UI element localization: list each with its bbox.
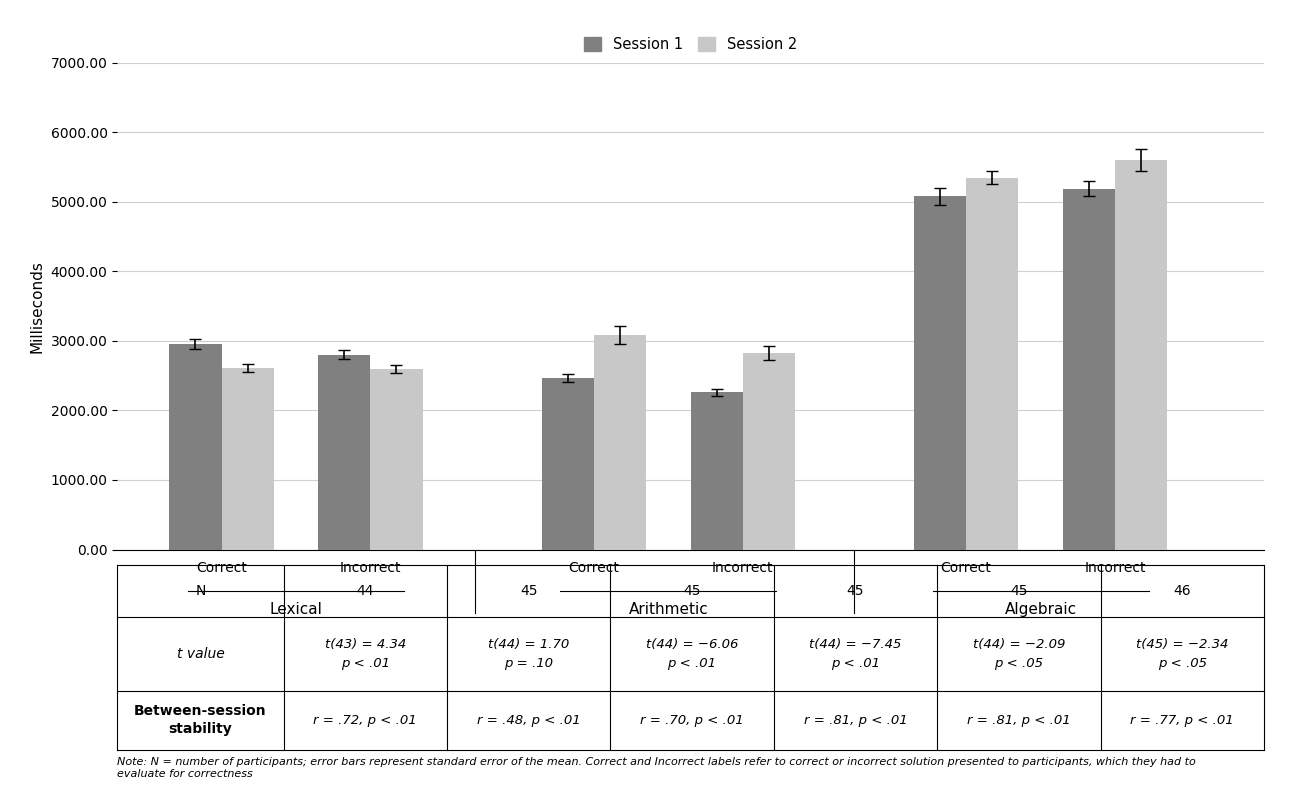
Bar bbox=[542, 378, 594, 550]
Text: r = .70, p < .01: r = .70, p < .01 bbox=[640, 714, 744, 727]
Text: Between-session
stability: Between-session stability bbox=[134, 704, 267, 736]
Text: Lexical: Lexical bbox=[270, 602, 322, 617]
Text: 45: 45 bbox=[1010, 584, 1028, 598]
Bar bbox=[222, 368, 274, 550]
Text: r = .72, p < .01: r = .72, p < .01 bbox=[314, 714, 417, 727]
Text: t(44) = −6.06
p < .01: t(44) = −6.06 p < .01 bbox=[646, 637, 739, 670]
Text: 46: 46 bbox=[1174, 584, 1191, 598]
Text: t value: t value bbox=[176, 647, 224, 661]
Text: Note: N = number of participants; error bars represent standard error of the mea: Note: N = number of participants; error … bbox=[117, 757, 1196, 779]
Bar bbox=[743, 352, 795, 550]
Text: 45: 45 bbox=[683, 584, 701, 598]
Text: t(43) = 4.34
p < .01: t(43) = 4.34 p < .01 bbox=[324, 637, 405, 670]
Text: t(44) = −7.45
p < .01: t(44) = −7.45 p < .01 bbox=[809, 637, 902, 670]
Text: r = .81, p < .01: r = .81, p < .01 bbox=[967, 714, 1071, 727]
Text: t(45) = −2.34
p < .05: t(45) = −2.34 p < .05 bbox=[1136, 637, 1229, 670]
Legend: Session 1, Session 2: Session 1, Session 2 bbox=[579, 31, 803, 58]
Text: Arithmetic: Arithmetic bbox=[628, 602, 708, 617]
Text: r = .48, p < .01: r = .48, p < .01 bbox=[477, 714, 580, 727]
Text: r = .81, p < .01: r = .81, p < .01 bbox=[804, 714, 907, 727]
Text: 44: 44 bbox=[357, 584, 374, 598]
Text: 45: 45 bbox=[520, 584, 537, 598]
Bar bbox=[913, 196, 966, 550]
Bar bbox=[691, 392, 743, 550]
Y-axis label: Milliseconds: Milliseconds bbox=[30, 260, 46, 352]
Bar bbox=[966, 177, 1018, 550]
Bar bbox=[1115, 160, 1167, 550]
Bar bbox=[1063, 188, 1115, 550]
Bar bbox=[169, 344, 222, 550]
Text: N: N bbox=[195, 584, 206, 598]
Text: t(44) = 1.70
p = .10: t(44) = 1.70 p = .10 bbox=[489, 637, 569, 670]
Bar bbox=[370, 369, 422, 550]
Text: 45: 45 bbox=[847, 584, 864, 598]
Text: Algebraic: Algebraic bbox=[1005, 602, 1076, 617]
Bar bbox=[318, 355, 370, 550]
Text: r = .77, p < .01: r = .77, p < .01 bbox=[1131, 714, 1234, 727]
Bar bbox=[594, 335, 646, 550]
Text: t(44) = −2.09
p < .05: t(44) = −2.09 p < .05 bbox=[972, 637, 1065, 670]
